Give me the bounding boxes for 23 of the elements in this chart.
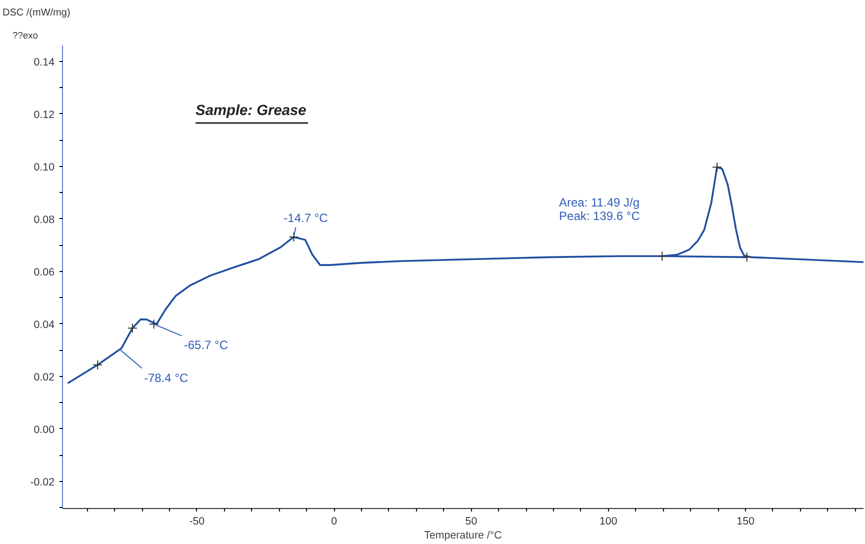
y-tick-label: 0.12	[34, 108, 55, 121]
y-tick-label: 0.02	[34, 371, 55, 384]
annotation: Area: 11.49 J/g	[559, 196, 640, 210]
y-tick-label: 0.14	[34, 56, 55, 68]
annotation: -78.4 °C	[144, 370, 188, 385]
text: ??exo	[12, 30, 38, 40]
x-tick-label: 50	[465, 516, 478, 528]
y-axis-title: DSC /(mW/mg)	[2, 8, 70, 18]
y-tick-label: 0.00	[34, 424, 55, 436]
y-tick-label: 0.10	[34, 161, 55, 174]
y-tick-label: 0.08	[34, 214, 55, 226]
x-tick-label: 0	[331, 516, 338, 528]
x-axis-title: Temperature /°C	[424, 530, 502, 542]
x-tick-label: 100	[599, 516, 618, 528]
annotation: -14.7 °C	[284, 210, 328, 225]
annotation: -65.7 °C	[184, 338, 228, 352]
annotation: Peak: 139.6 °C	[559, 208, 640, 223]
y-tick-label: 0.06	[34, 266, 55, 278]
x-tick-label: -50	[189, 516, 205, 528]
y-tick-label: 0.04	[34, 318, 55, 331]
text: Sample: Grease	[196, 103, 306, 120]
x-tick-label: 150	[736, 516, 755, 528]
y-tick-label: -0.02	[30, 476, 55, 488]
